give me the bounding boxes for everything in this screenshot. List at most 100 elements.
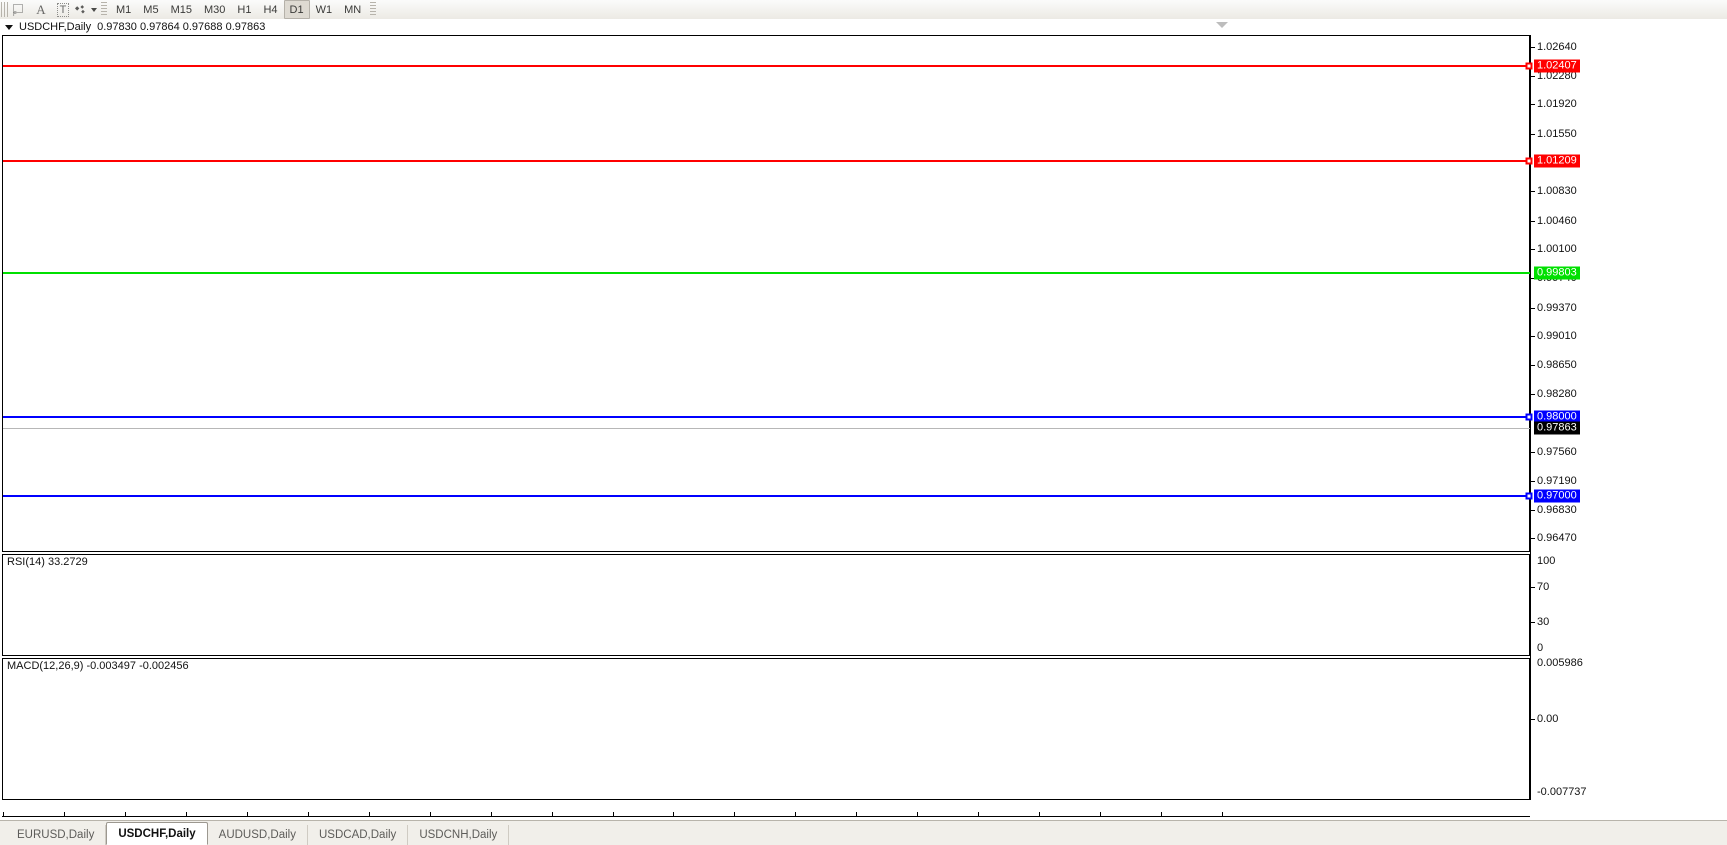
rsi-tick-label: 0 [1537, 642, 1544, 654]
price-tick-label: 0.98280 [1537, 388, 1577, 401]
toolbar-separator-grip-icon[interactable] [101, 2, 107, 17]
level-line-pivot[interactable] [3, 272, 1530, 275]
price-badge-1.02407[interactable]: 1.02407 [1534, 59, 1580, 73]
price-tick-label: 1.01920 [1537, 98, 1577, 111]
timeframe-w1[interactable]: W1 [315, 3, 333, 16]
price-tick [1531, 133, 1535, 135]
level-line-resistance[interactable] [3, 64, 1530, 67]
price-tick-label: 0.97190 [1537, 475, 1577, 488]
letter-a-icon: A [36, 1, 46, 17]
tab-usdcnh[interactable]: USDCNH,Daily [408, 825, 510, 845]
time-tick [1161, 812, 1162, 817]
price-tick [1531, 75, 1535, 77]
price-tick-label: 1.01550 [1537, 127, 1577, 140]
time-tick [369, 812, 370, 817]
price-badge-0.99803[interactable]: 0.99803 [1534, 266, 1580, 280]
rsi-tick-label: 30 [1537, 615, 1550, 628]
chevron-down-icon[interactable] [91, 7, 97, 12]
toolbar-grip-icon[interactable] [1, 2, 8, 17]
rsi-tick-label: 100 [1537, 555, 1556, 567]
level-handle[interactable] [1525, 157, 1533, 165]
time-tick [552, 812, 553, 817]
tab-audusd[interactable]: AUDUSD,Daily [208, 825, 308, 845]
level-handle[interactable] [1525, 413, 1533, 421]
price-badge-0.97000[interactable]: 0.97000 [1534, 489, 1580, 503]
price-tick [1531, 191, 1535, 193]
timeframe-m15[interactable]: M15 [170, 3, 192, 16]
timeframe-m30[interactable]: M30 [203, 3, 226, 16]
level-line-support[interactable] [3, 495, 1530, 498]
timeframe-h1[interactable]: H1 [237, 3, 252, 16]
level-line-support[interactable] [3, 415, 1530, 418]
chart-ohlc-label: 0.97830 0.97864 0.97688 0.97863 [97, 21, 266, 33]
time-tick [1100, 812, 1101, 817]
level-line-resistance[interactable] [3, 160, 1530, 163]
level-handle[interactable] [1525, 62, 1533, 70]
price-badge-1.01209[interactable]: 1.01209 [1534, 154, 1580, 168]
tab-list: EURUSD,Daily USDCHF,Daily AUDUSD,Daily USDC… [6, 822, 510, 845]
svg-text:F: F [13, 12, 17, 17]
current-price-line [3, 427, 1530, 429]
price-tick-label: 0.96830 [1537, 503, 1577, 516]
rsi-indicator-label: RSI(14) 33.2729 [7, 556, 88, 568]
rsi-tick-label: 70 [1537, 581, 1550, 594]
price-tick [1531, 451, 1535, 453]
timeframe-m1[interactable]: M1 [116, 3, 132, 16]
text-box-tool-icon[interactable]: T [53, 1, 73, 18]
timeframe-d1[interactable]: D1 [283, 0, 310, 19]
price-tick-label: 1.00830 [1537, 185, 1577, 198]
price-tick-label: 0.99370 [1537, 301, 1577, 314]
indicators-tool-icon[interactable] [75, 1, 97, 18]
text-label-tool-icon[interactable]: A [31, 1, 51, 18]
macd-tick-label: 0.005986 [1537, 657, 1583, 669]
price-badge-0.98000[interactable]: 0.98000 [1534, 410, 1580, 424]
tab-usdchf[interactable]: USDCHF,Daily [106, 822, 208, 845]
tab-eurusd[interactable]: EURUSD,Daily [6, 825, 107, 845]
timeframe-m5[interactable]: M5 [143, 3, 159, 16]
price-tick [1531, 364, 1535, 366]
time-tick [734, 812, 735, 817]
macd-tick-label: 0.00 [1537, 713, 1559, 726]
macd-tick [1531, 719, 1535, 721]
time-tick [1222, 812, 1223, 817]
macd-pane-border [2, 658, 1530, 800]
rsi-tick [1531, 621, 1535, 623]
price-tick-label: 1.00100 [1537, 243, 1577, 256]
crosshair-tool-icon[interactable]: F [9, 1, 29, 18]
tab-usdcad[interactable]: USDCAD,Daily [308, 825, 409, 845]
time-axis-line [2, 816, 1530, 817]
price-tick-label: 0.99010 [1537, 330, 1577, 343]
time-tick [64, 812, 65, 817]
price-badge-0.97863[interactable]: 0.97863 [1534, 421, 1580, 435]
price-tick-label: 0.97560 [1537, 445, 1577, 458]
time-tick [491, 812, 492, 817]
diamonds-glyph [75, 5, 85, 14]
macd-tick-label: -0.007737 [1537, 786, 1587, 798]
price-tick-label: 1.00460 [1537, 214, 1577, 227]
price-tick-label: 1.02640 [1537, 41, 1577, 54]
time-tick [795, 812, 796, 817]
price-tick-label: 1.02280 [1537, 69, 1577, 82]
chart-shift-marker-icon[interactable] [1216, 22, 1228, 28]
price-tick [1531, 509, 1535, 511]
time-tick [186, 812, 187, 817]
rsi-tick [1531, 587, 1535, 589]
price-tick-label: 0.96470 [1537, 532, 1577, 545]
timeframe-mn[interactable]: MN [344, 3, 362, 16]
level-handle[interactable] [1525, 492, 1533, 500]
time-tick [125, 812, 126, 817]
letter-t-boxed-icon: T [56, 2, 70, 17]
time-tick [3, 812, 4, 817]
main-toolbar: F A T M1 M5 M15 M30 H1 H4 D1 W1 MN [0, 0, 1727, 20]
macd-indicator-label: MACD(12,26,9) -0.003497 -0.002456 [7, 660, 189, 672]
chart-menu-caret-icon[interactable] [5, 24, 13, 30]
price-tick [1531, 538, 1535, 540]
time-tick [917, 812, 918, 817]
time-tick [247, 812, 248, 817]
rsi-pane-border [2, 554, 1530, 656]
toolbar-end-grip-icon[interactable] [370, 2, 377, 17]
price-tick-label: 0.98650 [1537, 358, 1577, 371]
price-tick [1531, 481, 1535, 483]
timeframe-h4[interactable]: H4 [263, 3, 278, 16]
time-tick [308, 812, 309, 817]
